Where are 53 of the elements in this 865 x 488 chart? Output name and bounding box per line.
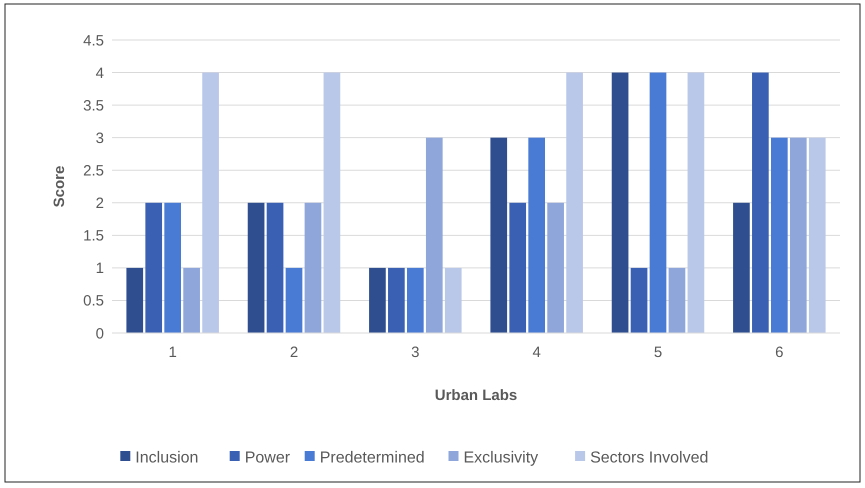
y-tick-label: 0	[96, 325, 104, 342]
bar	[688, 72, 704, 333]
y-tick-label: 3.5	[83, 97, 104, 114]
bar	[808, 138, 826, 333]
bar	[630, 268, 648, 333]
x-tick-label: 6	[775, 344, 784, 361]
bar	[304, 202, 322, 333]
bar	[668, 268, 686, 333]
y-tick-label: 0.5	[83, 292, 104, 310]
bar	[612, 72, 628, 333]
legend-label: Power	[244, 450, 291, 467]
bar	[790, 138, 807, 333]
bar	[183, 268, 200, 333]
bar	[406, 268, 424, 333]
y-tick-label: 3	[96, 130, 104, 147]
y-tick-label: 2.5	[83, 162, 104, 180]
x-axis-title: Urban Labs	[434, 387, 518, 404]
bar	[126, 268, 144, 333]
bar	[547, 202, 564, 333]
bar	[388, 268, 405, 333]
bar	[528, 138, 546, 333]
bar	[509, 202, 526, 333]
y-tick-label: 2	[96, 195, 104, 212]
bar	[324, 72, 340, 333]
bar	[145, 202, 162, 333]
bar	[164, 202, 182, 333]
y-tick-label: 1.5	[83, 228, 104, 245]
legend-label: Exclusivity	[464, 450, 538, 467]
bar	[566, 72, 583, 333]
bar	[426, 138, 443, 333]
x-tick-label: 1	[168, 344, 177, 361]
bar	[733, 202, 750, 333]
y-tick-label: 4	[96, 64, 104, 82]
bar	[202, 72, 219, 333]
bar	[770, 138, 788, 333]
legend-label: Predetermined	[320, 450, 425, 467]
x-tick-label: 5	[654, 344, 662, 361]
bar	[369, 268, 386, 333]
y-tick-label: 1	[96, 260, 104, 278]
x-tick-label: 4	[532, 344, 541, 361]
y-tick-label: 4.5	[83, 32, 104, 50]
bar	[266, 202, 284, 333]
bar	[752, 72, 769, 333]
legend-label: Inclusion	[135, 450, 198, 467]
bar	[248, 202, 264, 333]
y-axis-title: Score	[51, 166, 68, 208]
bar	[650, 72, 666, 333]
bar	[490, 138, 508, 333]
x-tick-label: 3	[411, 344, 420, 361]
bar	[444, 268, 462, 333]
bar	[286, 268, 302, 333]
legend-label: Sectors Involved	[590, 450, 708, 467]
x-tick-label: 2	[290, 344, 298, 361]
